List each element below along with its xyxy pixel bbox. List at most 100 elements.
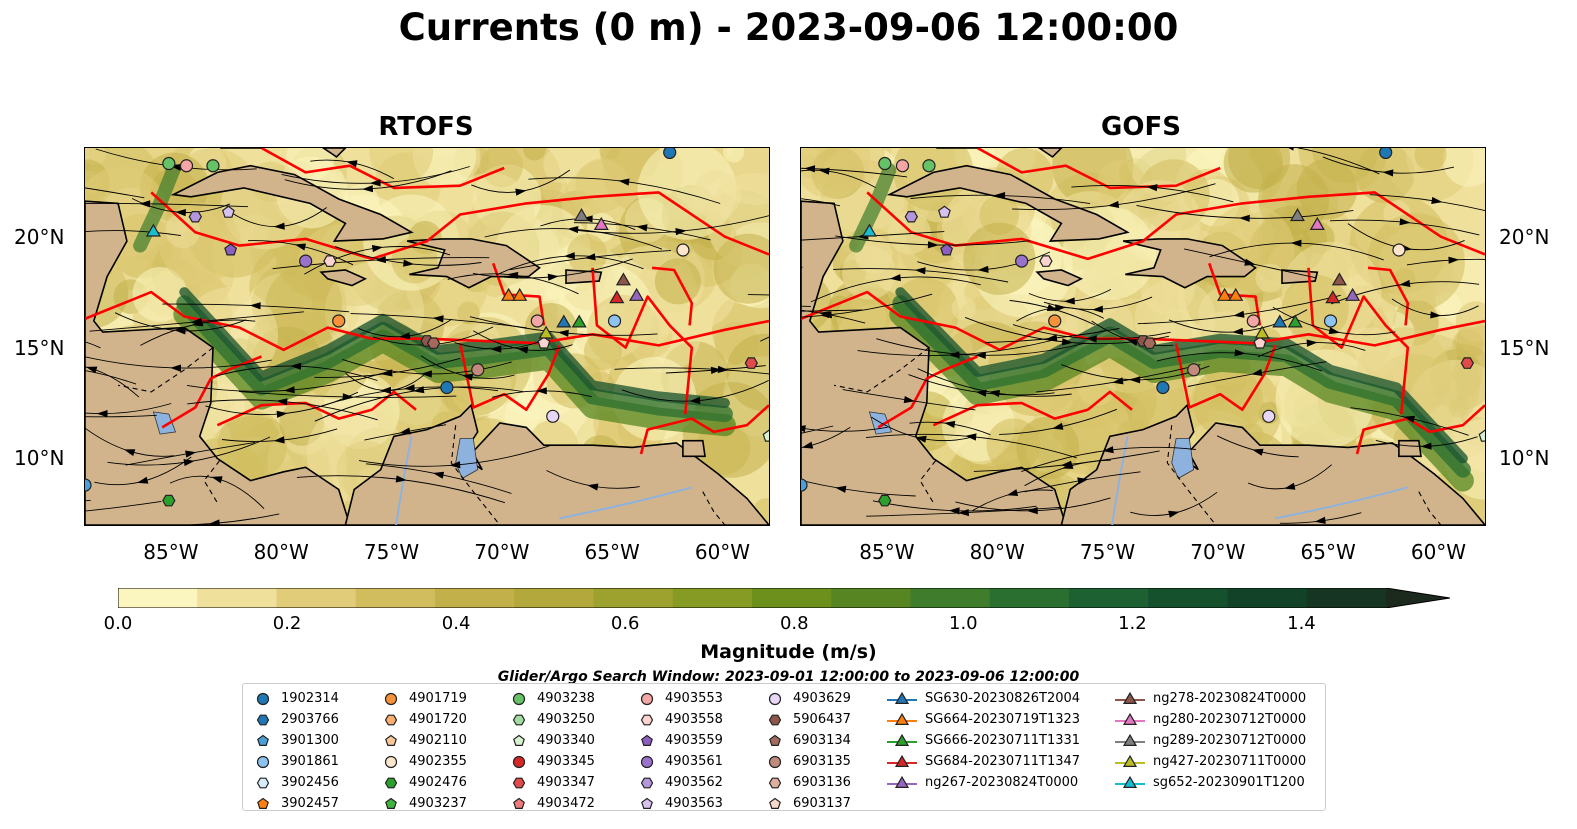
map-panel-gofs[interactable] — [800, 147, 1486, 526]
legend-label: 3901861 — [281, 754, 339, 769]
triangle-marker-icon — [887, 733, 917, 746]
legend-marker — [257, 797, 269, 809]
legend-label: 6903134 — [793, 733, 851, 748]
legend-label: 6903137 — [793, 796, 851, 811]
legend-item: 5906437 — [765, 709, 851, 730]
hexagon-marker-icon — [512, 777, 526, 788]
colorbar-tick-label: 1.0 — [949, 613, 978, 634]
hexagon-marker-icon — [512, 714, 526, 725]
legend-label: 4903345 — [537, 754, 595, 769]
legend-marker — [512, 755, 526, 768]
platform-marker — [571, 314, 587, 328]
search-window-note: Glider/Argo Search Window: 2023-09-01 12… — [497, 669, 1080, 685]
legend-item: 4902355 — [381, 751, 467, 772]
platform-marker — [221, 205, 235, 218]
pentagon-marker-icon — [385, 734, 397, 746]
platform-marker — [224, 243, 238, 256]
platform-marker — [1015, 254, 1029, 268]
platform-marker — [188, 210, 202, 223]
legend-marker — [384, 755, 398, 768]
lon-tick-label: 85°W — [859, 540, 915, 564]
platform-marker — [940, 243, 954, 256]
legend-item: 4903563 — [637, 793, 723, 814]
legend-marker — [769, 797, 781, 809]
lat-tick-label-left: 20°N — [14, 224, 65, 249]
legend-item: 6903137 — [765, 793, 851, 814]
legend-marker — [513, 734, 525, 746]
platform-marker — [530, 314, 544, 328]
pentagon-marker-icon — [769, 797, 781, 809]
legend-label: sg652-20230901T1200 — [1153, 775, 1305, 790]
platform-marker — [607, 314, 622, 328]
platform-marker — [937, 205, 951, 218]
lon-tick-label: 80°W — [969, 540, 1025, 564]
platform-marker — [762, 429, 769, 442]
legend-item: 4903250 — [509, 709, 595, 730]
legend-marker — [512, 777, 526, 788]
circle-marker-icon — [512, 755, 526, 768]
platform-marker — [629, 287, 645, 301]
platform-marker — [299, 254, 313, 268]
platform-marker — [878, 494, 892, 507]
legend-item: 4903340 — [509, 730, 595, 751]
map-panel-rtofs[interactable] — [84, 147, 770, 526]
colorbar-tick-label: 1.4 — [1287, 613, 1316, 634]
legend-marker — [768, 777, 782, 788]
legend-label: SG664-20230719T1323 — [925, 712, 1081, 727]
legend-marker — [256, 777, 270, 788]
legend-label: SG630-20230826T2004 — [925, 691, 1081, 706]
legend-column: 1902314 2903766 3901300 3901861 3902456 39024… — [253, 688, 339, 814]
platform-marker — [471, 363, 485, 377]
hexagon-marker-icon — [640, 777, 654, 788]
legend-marker — [641, 797, 653, 809]
pentagon-marker-icon — [385, 797, 397, 809]
pentagon-marker-icon — [641, 797, 653, 809]
legend-label: 3901300 — [281, 733, 339, 748]
legend-label: 4903559 — [665, 733, 723, 748]
pentagon-marker-icon — [257, 734, 269, 746]
legend-marker — [256, 692, 270, 705]
legend-label: 4902355 — [409, 754, 467, 769]
platform-marker — [1228, 287, 1244, 301]
platform-marker — [615, 272, 631, 286]
platform-marker — [162, 494, 176, 507]
platform-marker — [1287, 314, 1303, 328]
platform-marker — [537, 336, 551, 349]
legend-item: 2903766 — [253, 709, 339, 730]
legend-column: 4903238 4903250 4903340 4903345 4903347 49034… — [509, 688, 595, 814]
map-canvas-rtofs — [85, 148, 769, 525]
legend-marker — [1122, 775, 1138, 788]
hexagon-marker-icon — [384, 777, 398, 788]
platform-marker — [1325, 290, 1341, 304]
legend-label: 4903558 — [665, 712, 723, 727]
legend-item: ng289-20230712T0000 — [1115, 730, 1306, 751]
platform-marker — [1048, 314, 1062, 328]
legend-item: ng427-20230711T0000 — [1115, 751, 1306, 772]
pentagon-marker-icon — [257, 797, 269, 809]
legend-item: 3901861 — [253, 751, 339, 772]
hexagon-marker-icon — [768, 714, 782, 725]
platform-marker — [801, 478, 808, 492]
pentagon-marker-icon — [513, 734, 525, 746]
legend-label: 4903237 — [409, 796, 467, 811]
platform-marker — [426, 337, 441, 349]
triangle-marker-icon — [1115, 712, 1145, 725]
circle-marker-icon — [384, 755, 398, 768]
legend-item: 4903558 — [637, 709, 723, 730]
legend-marker — [257, 734, 269, 746]
colorbar-label: Magnitude (m/s) — [700, 641, 877, 663]
platform-marker — [1478, 429, 1485, 442]
platform-marker — [676, 243, 690, 257]
legend-label: 4901720 — [409, 712, 467, 727]
legend-marker — [385, 734, 397, 746]
legend-label: 4903472 — [537, 796, 595, 811]
legend-label: ng278-20230824T0000 — [1153, 691, 1307, 706]
legend-item: ng278-20230824T0000 — [1115, 688, 1306, 709]
legend-label: 3902456 — [281, 775, 339, 790]
platform-marker — [1345, 287, 1361, 301]
lon-tick-label: 75°W — [1079, 540, 1136, 564]
circle-marker-icon — [640, 755, 654, 768]
platform-marker — [1460, 357, 1474, 369]
legend-item: 3901300 — [253, 730, 339, 751]
platform-marker — [145, 223, 161, 237]
